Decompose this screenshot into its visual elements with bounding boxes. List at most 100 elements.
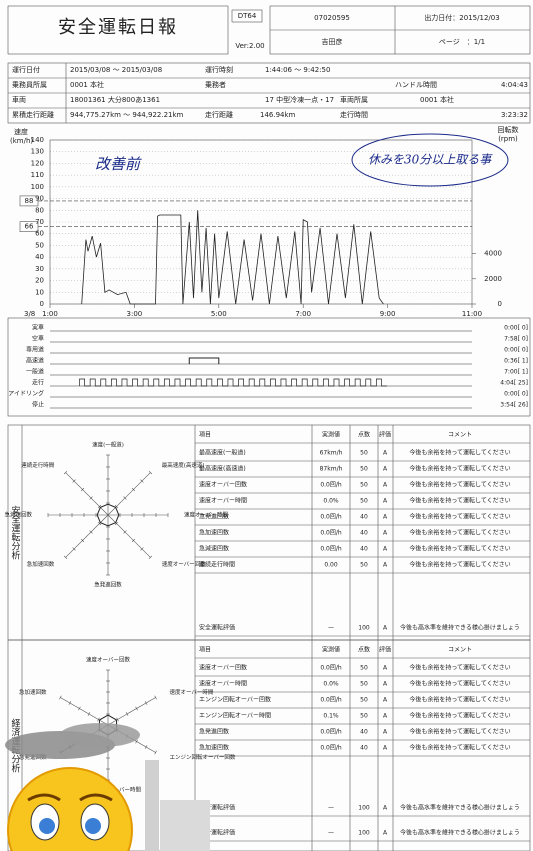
table-cell: 0.0回/h xyxy=(320,697,342,704)
y-unit: (km/h) xyxy=(10,137,33,145)
radar-tick xyxy=(131,487,136,492)
table-cell: 項目 xyxy=(199,432,211,439)
info-cell: 走行時間 xyxy=(340,110,368,119)
status-value: 0:00[ 0] xyxy=(504,325,528,332)
table-cell: A xyxy=(383,713,388,720)
radar-tick xyxy=(72,479,76,483)
info-cell: 1:44:06 ～ 9:42:50 xyxy=(265,66,330,74)
section-label: 安全運転分析 xyxy=(10,504,21,560)
table-cell: 今後も高水準を維持できる様心掛けましょう xyxy=(400,624,520,632)
info-cell: 走行距離 xyxy=(205,110,233,119)
info-cell: 0001 本社 xyxy=(70,80,104,89)
radar-tick xyxy=(144,701,148,705)
title: 安全運転日報 xyxy=(58,17,178,38)
table-cell: 項目 xyxy=(199,647,211,654)
y-tick-label: 80 xyxy=(35,206,44,214)
speed-trace xyxy=(81,210,384,305)
radar-tick xyxy=(131,538,136,543)
date: 3/8 xyxy=(24,310,35,318)
status-label: 実車 xyxy=(32,324,44,332)
table-cell: 67km/h xyxy=(320,450,343,457)
table-cell: 40 xyxy=(360,530,368,537)
table-cell: 速度オーバー時間 xyxy=(199,680,247,688)
table-cell: 経済運転評価 xyxy=(199,804,235,812)
table-cell: 0.1% xyxy=(323,713,339,720)
info-cell: 車両 xyxy=(12,95,26,104)
table-cell: 最高速度(一般道) xyxy=(199,449,246,457)
y-tick-label: 140 xyxy=(31,136,44,144)
table-cell: 50 xyxy=(360,665,368,672)
x-tick-label: 11:00 xyxy=(462,310,482,318)
radar-label: 速度オーバー時間 xyxy=(169,688,213,696)
table-cell: 0.0回/h xyxy=(320,482,342,489)
status-label: 走行 xyxy=(32,379,44,387)
table-cell: 評価 xyxy=(379,431,391,439)
status-rows: 実車 0:00[ 0] 空車 7:58[ 0] 専用道 0:00[ 0] 高速道 0:36[ … xyxy=(7,317,531,417)
table-cell: 評価 xyxy=(379,646,391,654)
emoji-pupil xyxy=(85,818,101,834)
table-cell: 今後も余裕を持って運転してください xyxy=(409,497,510,505)
info-cell: 17 中型冷凍一点・17 xyxy=(265,95,334,104)
info-cell: 18001361 大分800あ1361 xyxy=(70,95,160,104)
table-cell: 今後も余裕を持って運転してください xyxy=(409,561,510,569)
table-cell: A xyxy=(383,450,388,457)
table-cell: コメント xyxy=(448,647,472,654)
table-cell: 40 xyxy=(360,514,368,521)
table-cell: 50 xyxy=(360,482,368,489)
version: Ver:2.00 xyxy=(235,42,264,50)
status-label: 一般道 xyxy=(26,368,44,376)
status-frame xyxy=(7,317,531,417)
code-box xyxy=(231,9,263,23)
table-cell: 今後も余裕を持って運転してください xyxy=(409,481,510,489)
status-value: 7:00[ 1] xyxy=(504,369,528,376)
info-cell: 2015/03/08 ～ 2015/03/08 xyxy=(70,66,162,74)
table-cell: 今後も余裕を持って運転してください xyxy=(409,545,510,553)
status-value: 0:00[ 0] xyxy=(504,391,528,398)
code: DT64 xyxy=(238,12,257,20)
table-cell: A xyxy=(383,530,388,537)
status-value: 0:00[ 0] xyxy=(504,347,528,354)
table-cell: A xyxy=(383,745,388,752)
table-cell: 急加速回数 xyxy=(199,529,229,537)
table-cell: 40 xyxy=(360,546,368,553)
status-label: 停止 xyxy=(32,401,44,409)
table-cell: A xyxy=(383,562,388,569)
info-cell: 146.94km xyxy=(260,111,296,119)
table-cell: 50 xyxy=(360,450,368,457)
radar-spoke xyxy=(107,514,151,558)
table-cell: A xyxy=(383,830,388,837)
marker-label: 66 xyxy=(25,223,34,231)
radar-tick xyxy=(135,739,138,744)
table-cell: 急発進回数 xyxy=(199,513,229,521)
radar-label: 速度オーバー時間 xyxy=(184,511,228,519)
table-cell: 0.0回/h xyxy=(320,530,342,537)
y-tick-label: 30 xyxy=(35,265,44,273)
table-cell: エンジン回転オーバー回数 xyxy=(199,696,271,704)
table-cell: 0.0回/h xyxy=(320,514,342,521)
table-cell: 今後も余裕を持って運転してください xyxy=(409,680,510,688)
y2-unit: (rpm) xyxy=(498,135,518,143)
table-cell: 今後も余裕を持って運転してください xyxy=(409,529,510,537)
y-tick-label: 40 xyxy=(35,253,44,261)
x-tick-label: 5:00 xyxy=(211,310,227,318)
print-date: 出力日付：2015/12/03 xyxy=(424,13,499,22)
status-label: 空車 xyxy=(32,335,44,343)
info-cell: 4:04:43 xyxy=(501,81,528,89)
table-cell: 急加速回数 xyxy=(199,744,229,752)
radar-label: 最高速度(高速道) xyxy=(162,461,205,469)
table-cell: A xyxy=(383,805,388,812)
table-cell: 今後も余裕を持って運転してください xyxy=(409,449,510,457)
info-cell: 944,775.27km ～ 944,922.21km xyxy=(70,111,184,119)
y-tick-label: 20 xyxy=(35,277,44,285)
table-cell: 50 xyxy=(360,681,368,688)
info-cell: 0001 本社 xyxy=(420,95,454,104)
y-label: 速度 xyxy=(14,127,28,136)
status-value: 3:54[ 26] xyxy=(500,402,528,409)
table-cell: A xyxy=(383,697,388,704)
table-cell: 実測値 xyxy=(322,431,340,439)
table-cell: 点数 xyxy=(358,646,370,654)
table-cell: 今後も高水準を維持できる様心掛けましょう xyxy=(400,829,520,837)
table-cell: 50 xyxy=(360,466,368,473)
table-cell: 0.0回/h xyxy=(320,729,342,736)
